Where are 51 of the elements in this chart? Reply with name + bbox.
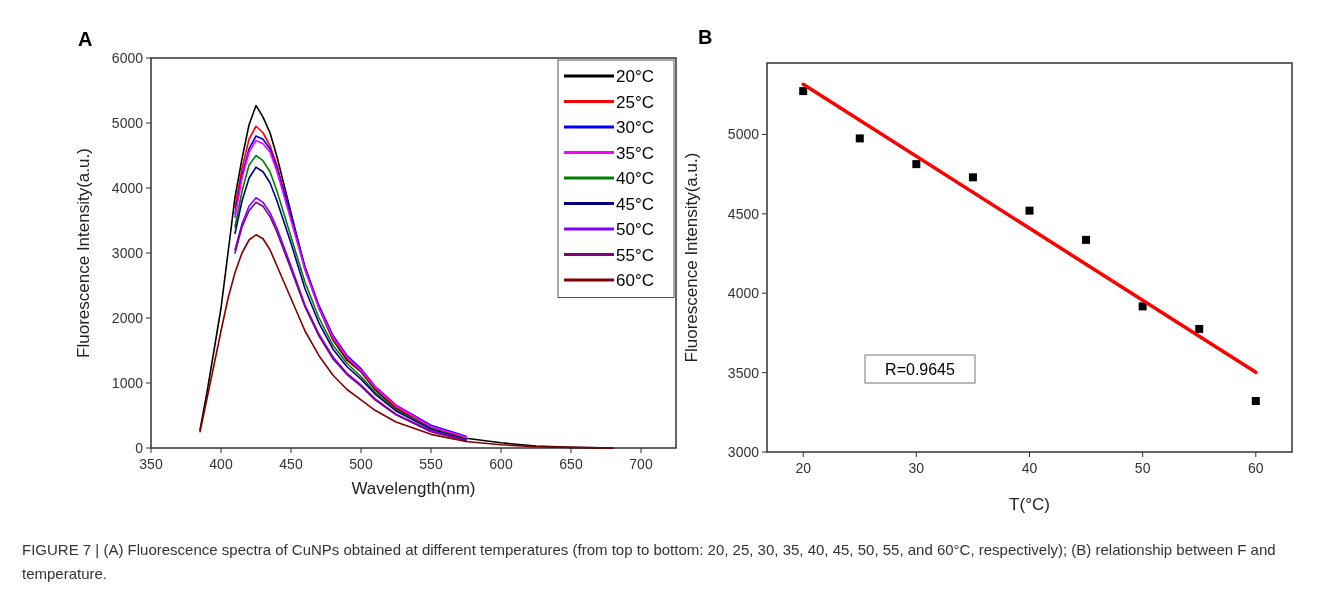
- x-tick-label: 50: [1134, 460, 1151, 476]
- annotation: R=0.9645: [885, 361, 956, 378]
- legend-label: 40°C: [616, 169, 654, 188]
- y-tick-label: 4500: [727, 205, 760, 222]
- point: [799, 87, 808, 96]
- y-axis-title: Fluorescence Intensity(a.u.): [682, 152, 701, 363]
- legend-label: 35°C: [616, 143, 654, 163]
- y-tick-label: 5000: [111, 115, 144, 131]
- y-tick-label: 5000: [727, 126, 760, 143]
- x-tick-label: 550: [419, 456, 443, 472]
- x-tick-label: 600: [489, 456, 513, 472]
- y-tick-label: 4000: [727, 285, 760, 302]
- y-tick-label: 1000: [111, 375, 144, 391]
- legend-label: 30°C: [616, 118, 654, 137]
- legend-label: 55°C: [616, 245, 654, 265]
- x-tick-label: 650: [559, 456, 583, 472]
- point: [1251, 397, 1260, 406]
- x-tick-label: 450: [279, 456, 303, 472]
- x-tick-label: 500: [349, 456, 373, 472]
- x-tick-label: 20: [795, 460, 812, 476]
- y-tick-label: 3500: [727, 364, 760, 381]
- y-tick-label: 6000: [111, 50, 144, 66]
- point: [1195, 324, 1204, 333]
- y-tick-label: 3000: [111, 245, 144, 261]
- x-tick-label: 400: [209, 456, 233, 472]
- legend-label: 50°C: [616, 220, 654, 239]
- x-tick-label: 60: [1248, 460, 1264, 476]
- x-tick-label: 30: [908, 460, 925, 476]
- x-tick-label: 700: [629, 456, 653, 472]
- x-axis-title: Wavelength(nm): [351, 479, 476, 498]
- y-tick-label: 0: [135, 440, 144, 456]
- caption: FIGURE 7 | (A) Fluorescence spectra of CuNPs obtained at different temperatures (from top to bottom: 20, 25, 30, 35, 40, 45, 50, 55, and 60°C, respectively); (B) relationship between F and temperature.: [22, 540, 1277, 584]
- legend-label: 20°C: [616, 67, 654, 86]
- line-series: [199, 234, 614, 449]
- point: [1025, 206, 1034, 215]
- x-tick-label: 350: [139, 456, 163, 472]
- legend-label: 45°C: [616, 194, 654, 214]
- y-tick-label: 2000: [111, 310, 144, 326]
- legend-label: 25°C: [616, 92, 654, 112]
- point: [855, 134, 864, 143]
- chart-title: B: [698, 26, 713, 48]
- point: [968, 173, 977, 182]
- y-tick-label: 3000: [727, 444, 760, 460]
- x-axis-title: T(°C): [1009, 495, 1050, 514]
- point: [912, 160, 921, 169]
- legend-label: 60°C: [616, 271, 654, 290]
- y-axis-title: Fluorescence Intensity(a.u.): [74, 148, 93, 358]
- chart-title: A: [78, 28, 93, 50]
- x-tick-label: 40: [1021, 460, 1038, 476]
- y-tick-label: 4000: [111, 180, 144, 196]
- point: [1082, 235, 1091, 244]
